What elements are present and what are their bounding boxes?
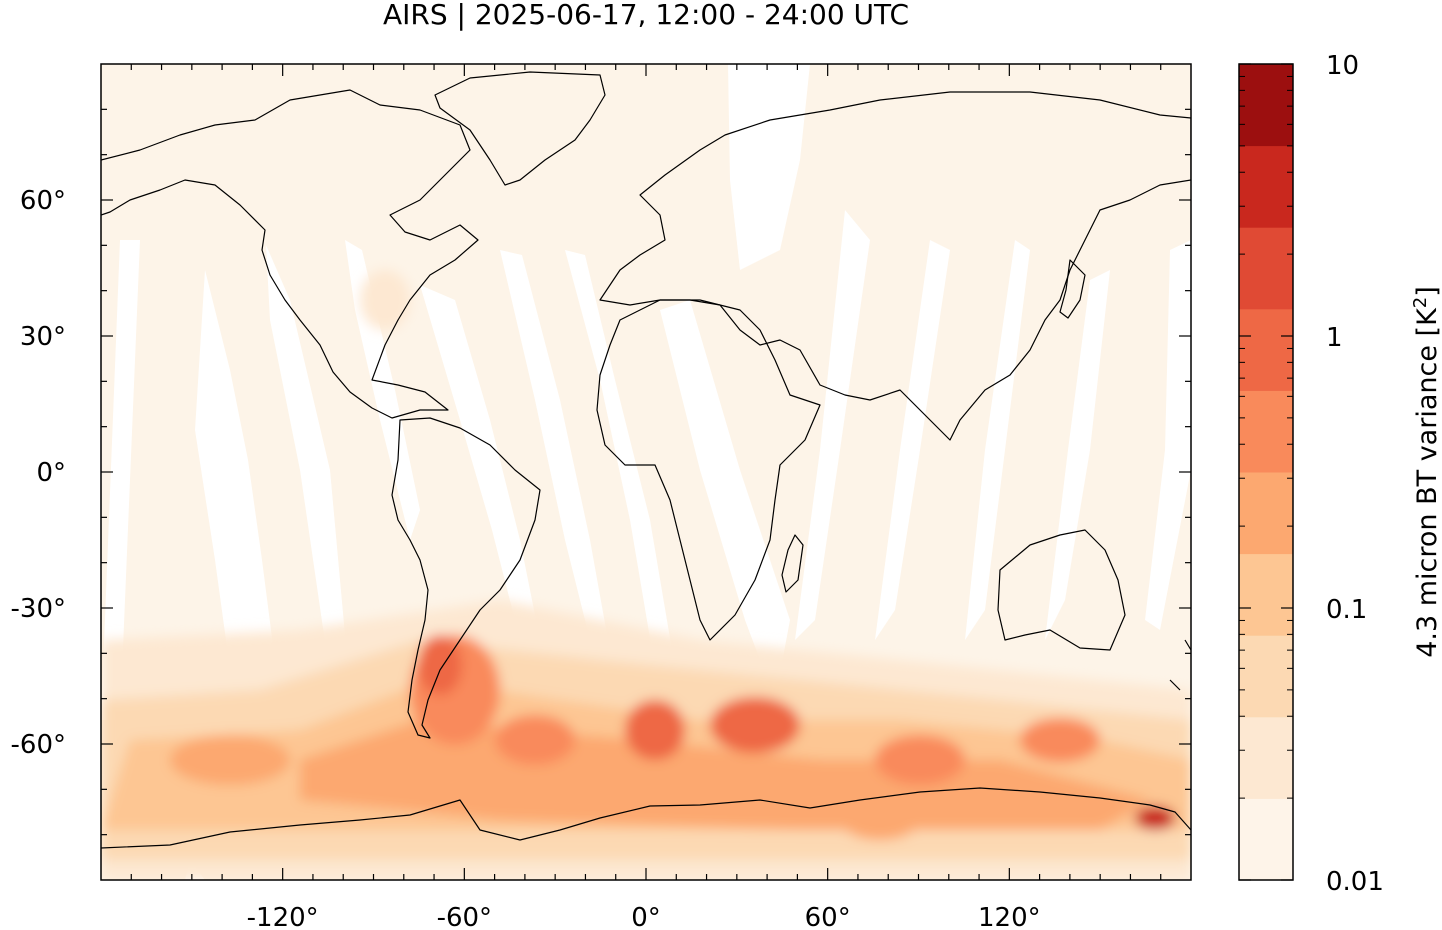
coastline-australia	[997, 529, 1126, 651]
swath-gap	[795, 210, 870, 640]
coastline-new-zealand	[1169, 639, 1191, 691]
y-tick-label: -60°	[11, 730, 66, 760]
coastline-madagascar	[781, 534, 804, 593]
swath-gap	[101, 240, 140, 720]
variance-patch	[1135, 806, 1175, 830]
swath-gap	[266, 245, 350, 690]
x-tick-label: 0°	[631, 903, 661, 930]
colorbar-swatch	[1239, 390, 1293, 473]
variance-patch	[840, 800, 920, 840]
swath-gap	[565, 250, 672, 650]
colorbar-ticks: 10 1 0.1 0.01	[1239, 51, 1384, 897]
x-tick-label: -120°	[247, 903, 319, 930]
swath-gap	[660, 300, 790, 700]
swath-gap	[875, 240, 950, 640]
variance-patch	[1020, 718, 1100, 762]
y-tick-label: 0°	[36, 458, 66, 488]
colorbar-swatch	[1239, 716, 1293, 799]
variance-patch	[625, 700, 685, 760]
x-tick-label: -60°	[437, 903, 492, 930]
y-tick-label: -30°	[11, 594, 66, 624]
colorbar-swatch	[1239, 553, 1293, 636]
coastline-antarctica	[101, 787, 1191, 849]
swath-gap	[728, 64, 810, 270]
y-tick-label: 30°	[20, 322, 66, 352]
coastline-south-america	[391, 417, 541, 739]
x-tick-label: 60°	[805, 903, 851, 930]
colorbar-swatch	[1239, 227, 1293, 310]
swath-gap	[1145, 240, 1191, 630]
colorbar-swatch	[1239, 145, 1293, 228]
y-tick-label: 60°	[20, 186, 66, 216]
variance-patch	[170, 735, 290, 785]
coastline-africa	[596, 299, 821, 641]
coastline-japan	[1059, 259, 1086, 319]
colorbar-swatch	[1239, 308, 1293, 391]
map-axes: -120° -60° 0° 60° 120° 60° 30° 0° -30° -60°	[11, 64, 1191, 930]
coastline-greenland	[434, 71, 606, 186]
colorbar-swatches	[1239, 64, 1293, 881]
colorbar-swatch	[1239, 64, 1293, 147]
colorbar-tick-label: 0.1	[1326, 595, 1367, 625]
map-title: AIRS | 2025-06-17, 12:00 - 24:00 UTC	[383, 0, 909, 31]
variance-patch	[875, 735, 965, 785]
colorbar-frame	[1238, 63, 1294, 881]
swath-gap	[1045, 270, 1110, 640]
coastline-eurasia	[599, 91, 1191, 441]
swath-gap	[420, 285, 540, 640]
colorbar-swatch	[1239, 635, 1293, 718]
colorbar-tick-label: 0.01	[1326, 867, 1384, 897]
variance-patch	[710, 697, 800, 753]
swath-gaps	[101, 64, 1191, 880]
variance-patch	[418, 635, 462, 695]
coastlines	[101, 71, 1191, 849]
swath-gap	[500, 250, 608, 640]
x-tick-label: 120°	[978, 903, 1041, 930]
colorbar-tick-label: 1	[1326, 323, 1343, 353]
variance-patch	[360, 270, 410, 330]
coastline-north-america	[101, 89, 479, 419]
swath-gap	[965, 240, 1030, 640]
colorbar-label: 4.3 micron BT variance [K2]	[1410, 286, 1442, 658]
map-panel	[101, 64, 1191, 880]
colorbar-tick-label: 10	[1326, 51, 1359, 81]
colorbar-swatch	[1239, 798, 1293, 881]
colorbar: 10 1 0.1 0.01 4.3 micron BT variance [K2]	[1238, 51, 1442, 897]
variance-patch	[495, 715, 575, 765]
colorbar-swatch	[1239, 472, 1293, 555]
